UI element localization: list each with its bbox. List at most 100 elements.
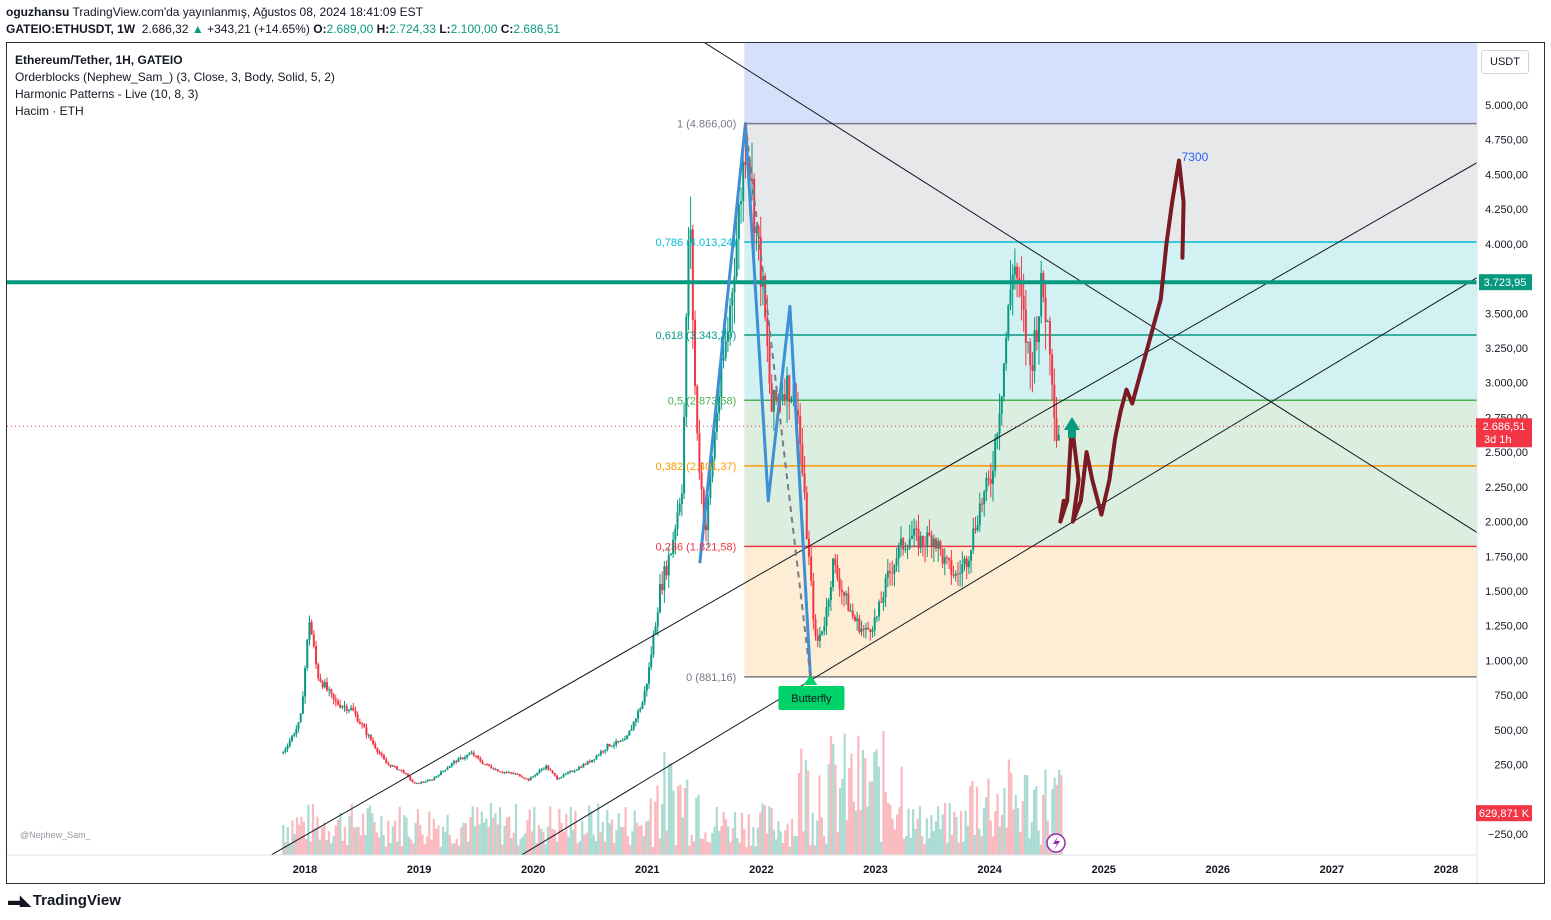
- candle-body: [1016, 266, 1019, 279]
- volume-bar: [1035, 786, 1038, 855]
- volume-bar: [896, 814, 899, 855]
- fib-zone: [744, 546, 1477, 677]
- volume-bar: [1032, 789, 1036, 855]
- volume-bar: [745, 846, 748, 855]
- volume-bar: [880, 841, 883, 855]
- volume-bar: [991, 836, 995, 855]
- currency-selector[interactable]: USDT: [1481, 50, 1529, 74]
- volume-bar: [576, 843, 579, 855]
- volume-bar: [1037, 830, 1040, 855]
- author-name[interactable]: oguzhansu: [6, 5, 70, 19]
- candle-body: [648, 667, 651, 684]
- legend-indicator-harmonic[interactable]: Harmonic Patterns - Live (10, 8, 3): [15, 87, 199, 101]
- candle-body: [1022, 296, 1025, 310]
- candle-body: [823, 626, 826, 632]
- candle-body: [998, 413, 1001, 434]
- volume-bar: [318, 839, 321, 855]
- candle-body: [514, 773, 517, 775]
- candle-body: [295, 728, 298, 735]
- plot-area: [7, 43, 1477, 855]
- candle-body: [536, 772, 539, 776]
- volume-bar: [371, 813, 374, 855]
- volume-bar: [809, 844, 812, 855]
- candle-body: [976, 524, 979, 531]
- volume-bar: [882, 731, 885, 855]
- volume-bar: [900, 766, 903, 855]
- volume-bar: [656, 785, 659, 855]
- candle-body: [450, 763, 453, 767]
- candle-body: [935, 538, 938, 549]
- chart-frame: [6, 42, 1545, 884]
- volume-bar: [535, 843, 538, 855]
- candle-body: [869, 629, 872, 632]
- candle-body: [334, 699, 337, 702]
- x-tick-label: 2019: [407, 864, 431, 876]
- legend-indicator-volume[interactable]: Hacim · ETH: [15, 104, 84, 118]
- candle-body: [858, 618, 861, 633]
- candle-body: [477, 755, 480, 759]
- candle-body: [593, 759, 596, 761]
- tradingview-logo[interactable]: ▬◣ TradingView: [8, 892, 121, 909]
- volume-bar: [713, 826, 716, 855]
- volume-bar: [663, 751, 666, 855]
- volume-bar: [775, 839, 778, 855]
- volume-bar: [813, 845, 817, 855]
- volume-bar: [807, 770, 810, 855]
- candle-body: [796, 410, 799, 416]
- candle-body: [645, 683, 648, 691]
- volume-bar: [699, 838, 702, 855]
- y-tick-label: 1.750,00: [1485, 551, 1528, 563]
- candle-body: [807, 538, 810, 557]
- candle-body: [459, 757, 462, 759]
- volume-bar: [439, 846, 442, 855]
- candle-body: [470, 752, 473, 754]
- volume-bar: [731, 828, 734, 855]
- candle-body: [606, 743, 609, 750]
- volume-bar: [761, 803, 764, 855]
- volume-bar: [414, 822, 417, 855]
- volume-bar: [1039, 844, 1043, 855]
- candle-body: [284, 749, 287, 752]
- candle-body: [1046, 320, 1049, 322]
- target-label: 7300: [1182, 150, 1209, 164]
- volume-bar: [861, 750, 865, 855]
- volume-bar: [756, 827, 760, 855]
- volume-bar: [642, 836, 645, 855]
- candle-body: [902, 538, 905, 550]
- legend-title[interactable]: Ethereum/Tether, 1H, GATEIO: [15, 53, 183, 67]
- candle-body: [562, 774, 565, 777]
- candle-body: [389, 764, 392, 767]
- volume-bar: [651, 846, 655, 855]
- candle-body: [937, 541, 940, 549]
- volume-bar: [978, 828, 981, 855]
- volume-bar: [836, 831, 839, 855]
- volume-bar: [384, 846, 388, 855]
- legend-indicator-orderblocks[interactable]: Orderblocks (Nephew_Sam_) (3, Close, 3, …: [15, 70, 335, 84]
- candle-body: [411, 779, 414, 782]
- candle-body: [1007, 305, 1010, 338]
- volume-bar: [852, 801, 855, 855]
- candle-body: [623, 738, 626, 741]
- volume-bar: [512, 832, 515, 855]
- volume-bar: [838, 787, 842, 855]
- candle-body: [1048, 320, 1051, 355]
- fib-level-label: 0,382 (2.401,37): [656, 461, 737, 473]
- volume-bar: [594, 841, 598, 855]
- candle-body: [680, 493, 683, 504]
- candle-body: [339, 704, 342, 708]
- candle-body: [297, 722, 300, 729]
- volume-bar: [441, 826, 445, 855]
- volume-bar: [738, 842, 741, 855]
- volume-bar: [683, 788, 687, 855]
- volume-bar: [537, 825, 540, 855]
- x-tick-label: 2022: [749, 864, 773, 876]
- volume-bar: [350, 804, 353, 855]
- candle-body: [341, 706, 344, 708]
- candle-body: [661, 583, 664, 591]
- volume-bar: [341, 840, 344, 855]
- volume-bar: [930, 814, 933, 855]
- volume-bar: [487, 827, 490, 855]
- volume-bar: [405, 817, 408, 855]
- volume-bar: [827, 764, 830, 855]
